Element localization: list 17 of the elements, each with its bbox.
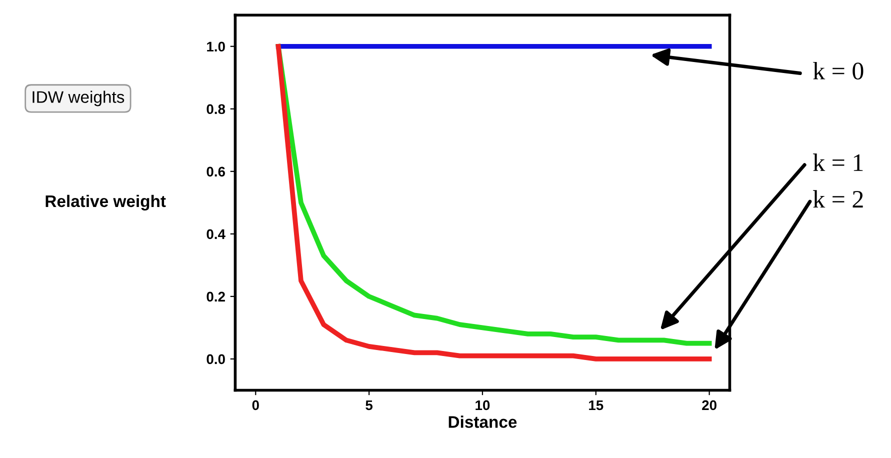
y-tick-label: 0.4 [206, 229, 226, 240]
x-tick-label: 10 [476, 400, 490, 410]
y-tick-label: 1.0 [207, 42, 225, 52]
text: IDW weights [32, 90, 124, 106]
text: k = 2 [813, 190, 863, 208]
y-tick-label: 0.0 [206, 354, 225, 364]
x-tick-label: 15 [589, 400, 604, 410]
text: k = 0 [813, 62, 864, 80]
text: k = 1 [813, 154, 863, 171]
x-tick-label: 20 [702, 400, 716, 410]
y-axis-title: Relative weight [46, 194, 166, 210]
y-tick-label: 0.8 [206, 104, 226, 114]
x-tick-label: 5 [366, 400, 373, 410]
y-tick-label: 0.2 [206, 292, 225, 302]
y-tick-label: 0.6 [206, 166, 225, 177]
x-tick-label: 0 [252, 400, 259, 410]
x-axis-title: Distance [448, 416, 517, 428]
